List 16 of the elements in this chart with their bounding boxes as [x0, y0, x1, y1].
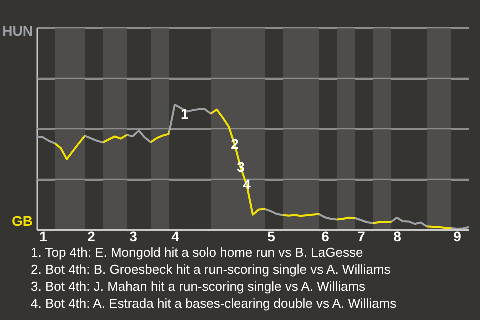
- x-tick-label: 9: [454, 228, 462, 244]
- annotation: 1: [181, 106, 189, 122]
- text: 3. Bot 4th: J. Mahan hit a run-scoring single vs A. Williams: [31, 279, 366, 294]
- x-tick-label: 6: [322, 228, 330, 244]
- text: 1. Top 4th: E. Mongold hit a solo home run vs B. LaGesse: [31, 245, 364, 260]
- x-tick-label: 3: [130, 228, 138, 244]
- x-tick-label: 7: [358, 228, 366, 244]
- text: HUN: [2, 23, 33, 39]
- x-tick-label: 5: [268, 228, 276, 244]
- x-tick-label: 2: [88, 228, 96, 244]
- x-tick-label: 8: [394, 228, 402, 244]
- text: 2. Bot 4th: B. Groesbeck hit a run-scoring single vs A. Williams: [31, 262, 392, 277]
- x-tick-label: 4: [172, 228, 180, 244]
- text: GB: [12, 213, 33, 229]
- x-tick-label: 1: [40, 228, 48, 244]
- text: 4. Bot 4th: A. Estrada hit a bases-clearing double vs A. Williams: [31, 296, 398, 311]
